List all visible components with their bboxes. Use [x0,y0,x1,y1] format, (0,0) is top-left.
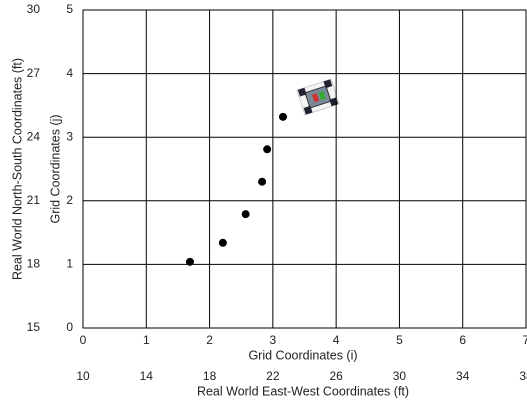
x2-tick-label: 10 [76,369,90,383]
x2-tick-label: 22 [266,369,280,383]
point [185,257,194,266]
x2-axis-title: Real World East-West Coordinates (ft) [197,384,409,398]
x-tick-label: 3 [270,333,277,347]
x-tick-label: 1 [143,333,150,347]
x-tick-label: 5 [396,333,403,347]
point [218,238,227,247]
x2-tick-label: 38 [519,369,527,383]
x-axis-title: Grid Coordinates (i) [248,348,357,362]
y-tick-label: 0 [66,320,73,334]
y-tick-label: 1 [66,257,73,271]
point [258,177,267,186]
x-tick-label: 0 [80,333,87,347]
x-tick-label: 2 [206,333,213,347]
y2-tick-label: 27 [27,66,41,80]
x-tick-label: 7 [523,333,527,347]
y2-tick-label: 30 [27,2,41,16]
plot-frame [82,9,527,329]
x-tick-label: 6 [459,333,466,347]
y2-tick-label: 15 [27,320,41,334]
y2-tick-label: 18 [27,257,41,271]
y2-tick-label: 21 [27,193,41,207]
robot-icon [296,78,340,116]
x2-tick-label: 34 [456,369,470,383]
y-axis-title: Grid Coordinates (j) [48,114,62,223]
y2-axis-title: Real World North-South Coordinates (ft) [10,58,24,280]
x2-tick-label: 18 [203,369,217,383]
point [241,210,250,219]
point [263,145,272,154]
y2-tick-label: 24 [27,129,41,143]
y-tick-label: 2 [66,193,73,207]
y-tick-label: 3 [66,129,73,143]
x2-tick-label: 26 [329,369,343,383]
y-tick-label: 5 [66,2,73,16]
point [278,112,287,121]
x2-tick-label: 14 [140,369,154,383]
x2-tick-label: 30 [393,369,407,383]
x-tick-label: 4 [333,333,340,347]
y-tick-label: 4 [66,66,73,80]
